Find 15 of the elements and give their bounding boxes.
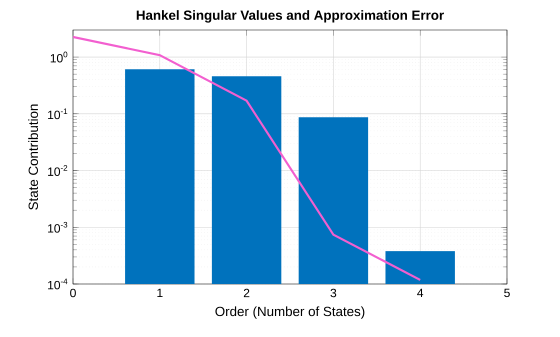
chart-title: Hankel Singular Values and Approximation Error <box>136 10 444 23</box>
y-tick-label: 10$^{-1}$ <box>48 108 68 120</box>
x-axis-title: Order (Number of States) <box>215 306 364 319</box>
x-tick-label: 0 <box>70 288 76 298</box>
y-tick-label: 10$^{-3}$ <box>48 222 68 233</box>
x-tick-label: 3 <box>330 288 336 298</box>
x-tick-label: 1 <box>157 288 163 297</box>
y-tick-label: 10$^{0}$ <box>50 52 68 62</box>
x-tick-label: 4 <box>417 288 424 297</box>
x-tick-label: 5 <box>504 288 510 298</box>
x-tick-label: 2 <box>244 288 250 298</box>
y-tick-label: 10$^{-2}$ <box>48 165 68 176</box>
y-tick-label: 10$^{-4}$ <box>48 278 68 290</box>
y-axis-title: State Contribution <box>28 104 38 210</box>
line-series <box>73 36 422 281</box>
